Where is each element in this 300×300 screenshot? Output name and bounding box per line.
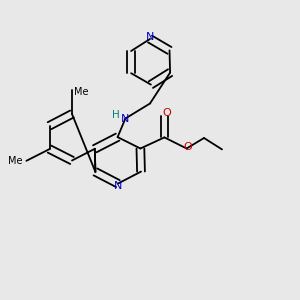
- Text: O: O: [162, 108, 171, 118]
- Text: N: N: [114, 181, 122, 191]
- Text: Me: Me: [8, 156, 23, 166]
- Text: N: N: [146, 32, 154, 42]
- Text: Me: Me: [74, 86, 89, 97]
- Text: H: H: [112, 110, 120, 120]
- Text: N: N: [121, 113, 130, 124]
- Text: O: O: [184, 142, 193, 152]
